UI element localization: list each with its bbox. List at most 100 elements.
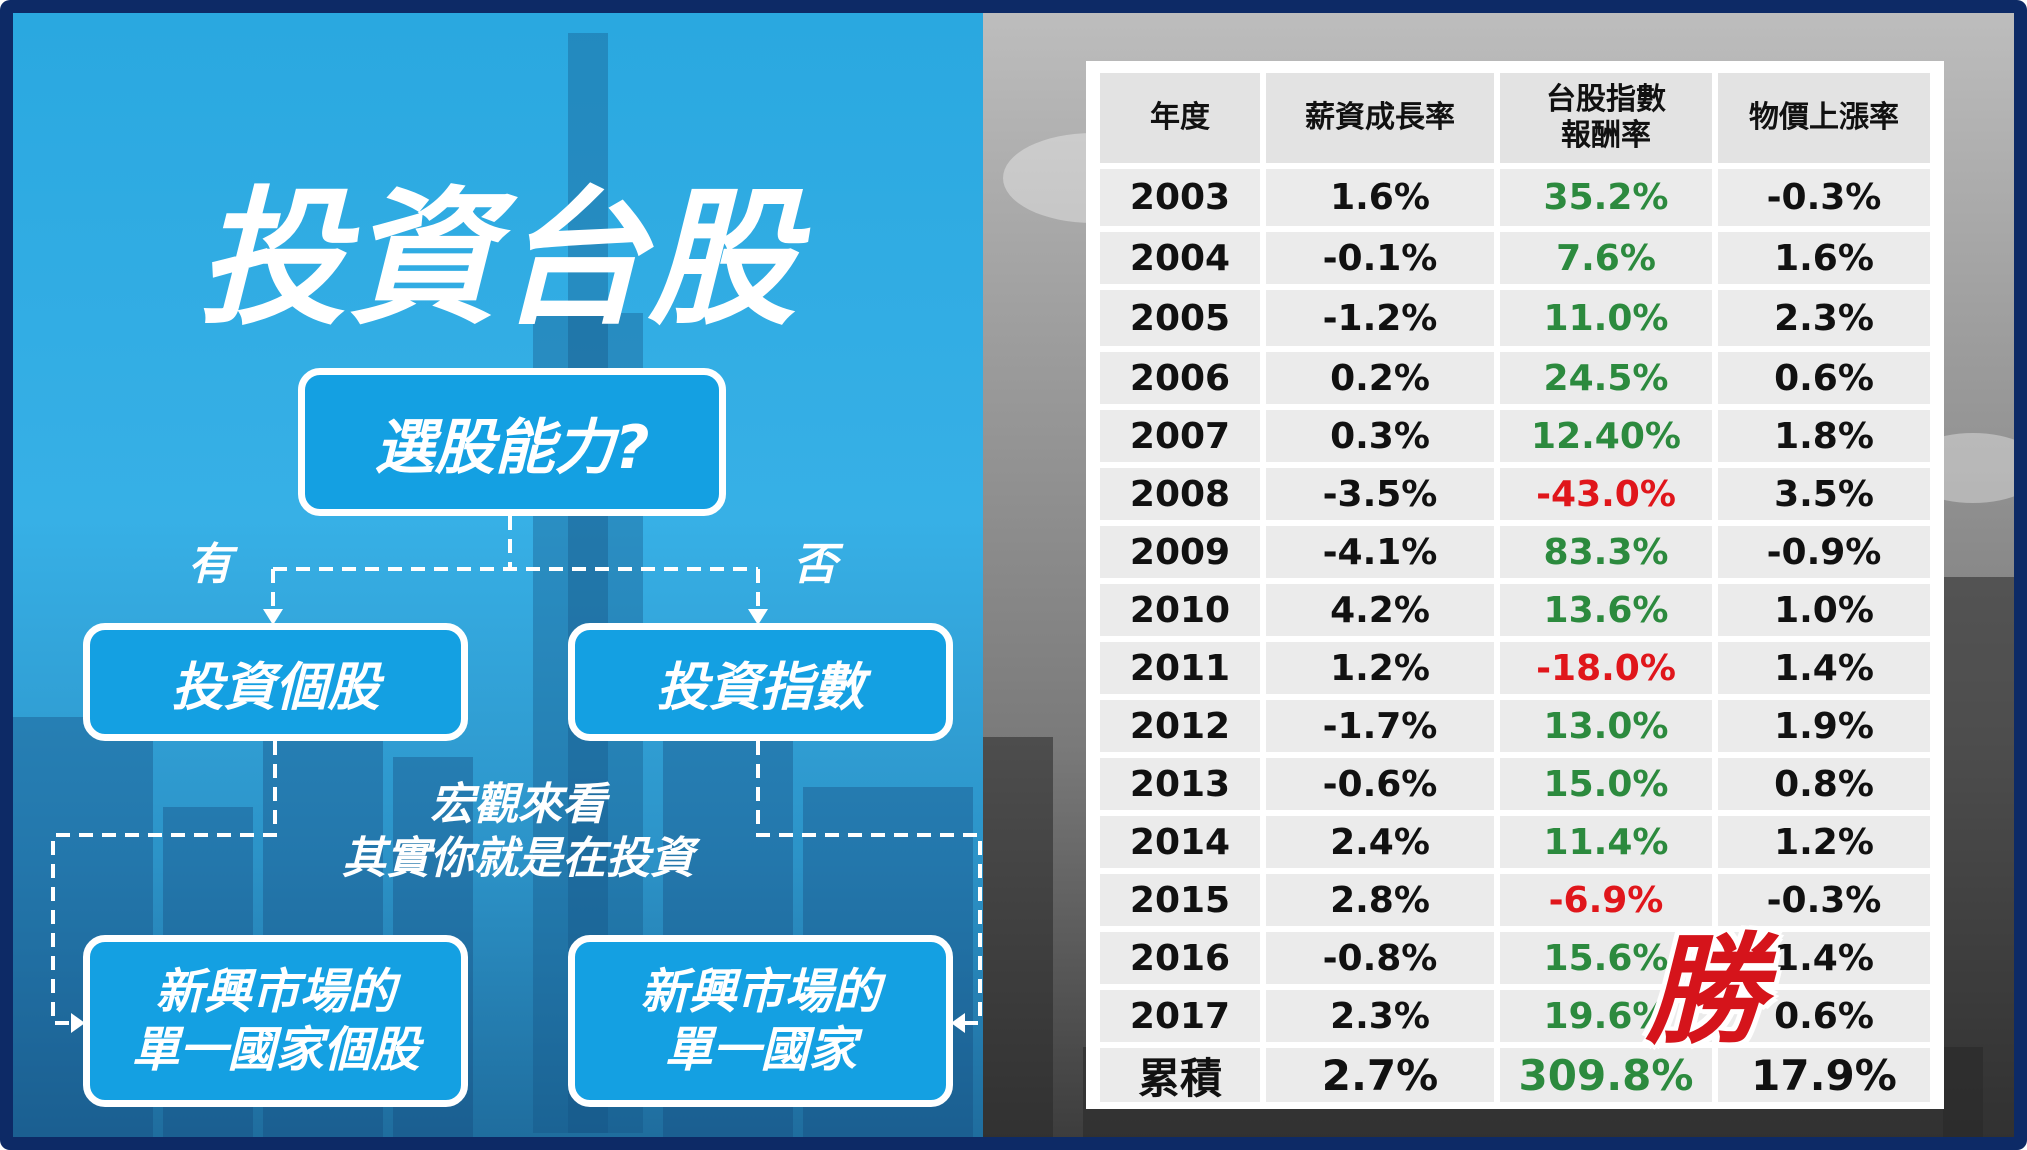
- wage-cell: -0.8%: [1263, 929, 1497, 987]
- table-row: 2007 0.3% 12.40% 1.8%: [1097, 407, 1933, 465]
- table-row: 2017 2.3% 19.6% 0.6%: [1097, 987, 1933, 1045]
- wage-cell: 2.3%: [1263, 987, 1497, 1045]
- cpi-cell: -0.3%: [1715, 871, 1933, 929]
- index-return-cell: -18.0%: [1497, 639, 1715, 697]
- question-box: 選股能力?: [298, 368, 726, 516]
- year-cell: 2017: [1097, 987, 1263, 1045]
- index-return-cell: 11.0%: [1497, 287, 1715, 349]
- total-wage-cell: 2.7%: [1263, 1045, 1497, 1105]
- table-row: 2010 4.2% 13.6% 1.0%: [1097, 581, 1933, 639]
- table-row: 2003 1.6% 35.2% -0.3%: [1097, 166, 1933, 229]
- index-return-cell: -6.9%: [1497, 871, 1715, 929]
- individual-stock-text: 投資個股: [171, 657, 380, 718]
- wage-cell: -4.1%: [1263, 523, 1497, 581]
- header-wage: 薪資成長率: [1263, 70, 1497, 166]
- table-row: 2006 0.2% 24.5% 0.6%: [1097, 349, 1933, 407]
- wage-cell: 4.2%: [1263, 581, 1497, 639]
- header-index: 台股指數 報酬率: [1497, 70, 1715, 166]
- index-fund-box: 投資指數: [568, 623, 953, 741]
- cpi-cell: -0.9%: [1715, 523, 1933, 581]
- wage-cell: 0.2%: [1263, 349, 1497, 407]
- table-row: 2011 1.2% -18.0% 1.4%: [1097, 639, 1933, 697]
- index-return-cell: 13.6%: [1497, 581, 1715, 639]
- result-right-line1: 新興市場的: [640, 964, 881, 1020]
- index-return-cell: 11.4%: [1497, 813, 1715, 871]
- year-cell: 2011: [1097, 639, 1263, 697]
- index-return-cell: -43.0%: [1497, 465, 1715, 523]
- header-cpi: 物價上漲率: [1715, 70, 1933, 166]
- flow-connectors: [51, 516, 982, 1033]
- macro-note-line1: 宏觀來看: [430, 779, 606, 830]
- left-panel: 投資台股 選股能力? 有 否 投資個股 投資指數 宏觀來看 其實你就是在投資 新…: [13, 13, 983, 1137]
- wage-cell: 1.2%: [1263, 639, 1497, 697]
- year-cell: 2016: [1097, 929, 1263, 987]
- comparison-table: 年度 薪資成長率 台股指數 報酬率 物價上漲率 2003 1.6% 35.2% -0.3…: [1097, 70, 1933, 1105]
- index-return-cell: 7.6%: [1497, 229, 1715, 287]
- table-header-row: 年度 薪資成長率 台股指數 報酬率 物價上漲率: [1097, 70, 1933, 166]
- index-return-cell: 83.3%: [1497, 523, 1715, 581]
- table-row: 2014 2.4% 11.4% 1.2%: [1097, 813, 1933, 871]
- total-index-cell: 309.8%: [1497, 1045, 1715, 1105]
- building: [983, 737, 1053, 1137]
- result-right-box: 新興市場的 單一國家: [568, 935, 953, 1107]
- cpi-cell: 0.6%: [1715, 987, 1933, 1045]
- index-fund-text: 投資指數: [656, 657, 865, 718]
- table-row: 2012 -1.7% 13.0% 1.9%: [1097, 697, 1933, 755]
- arrow-down-icon: [263, 609, 283, 625]
- no-label: 否: [793, 539, 837, 590]
- year-cell: 2012: [1097, 697, 1263, 755]
- arrow-down-icon: [748, 609, 768, 625]
- year-cell: 2010: [1097, 581, 1263, 639]
- win-stamp: 勝: [1645, 922, 1765, 1061]
- table-total-row: 累積 2.7% 309.8% 17.9%: [1097, 1045, 1933, 1105]
- wage-cell: 2.4%: [1263, 813, 1497, 871]
- connector-left: [51, 741, 277, 1025]
- year-cell: 2008: [1097, 465, 1263, 523]
- result-left-line1: 新興市場的: [155, 964, 396, 1020]
- header-index-line1: 台股指數: [1546, 82, 1666, 117]
- index-return-cell: 35.2%: [1497, 166, 1715, 229]
- year-cell: 2014: [1097, 813, 1263, 871]
- cpi-cell: 1.4%: [1715, 929, 1933, 987]
- result-right-line2: 單一國家: [664, 1022, 857, 1078]
- cpi-cell: 1.2%: [1715, 813, 1933, 871]
- total-cpi-cell: 17.9%: [1715, 1045, 1933, 1105]
- year-cell: 2003: [1097, 166, 1263, 229]
- cpi-cell: 3.5%: [1715, 465, 1933, 523]
- year-cell: 2004: [1097, 229, 1263, 287]
- table-row: 2004 -0.1% 7.6% 1.6%: [1097, 229, 1933, 287]
- connector-question: [271, 516, 760, 613]
- cpi-cell: 1.6%: [1715, 229, 1933, 287]
- index-return-cell: 12.40%: [1497, 407, 1715, 465]
- table-row: 2005 -1.2% 11.0% 2.3%: [1097, 287, 1933, 349]
- wage-cell: -3.5%: [1263, 465, 1497, 523]
- arrow-left-icon: [951, 1013, 965, 1033]
- wage-cell: 1.6%: [1263, 166, 1497, 229]
- main-title: 投資台股: [198, 173, 798, 345]
- result-left-line2: 單一國家個股: [131, 1022, 420, 1078]
- cpi-cell: 0.8%: [1715, 755, 1933, 813]
- year-cell: 2013: [1097, 755, 1263, 813]
- cpi-cell: 1.0%: [1715, 581, 1933, 639]
- index-return-cell: 19.6%: [1497, 987, 1715, 1045]
- wage-cell: 2.8%: [1263, 871, 1497, 929]
- table-row: 2009 -4.1% 83.3% -0.9%: [1097, 523, 1933, 581]
- connector-right: [756, 741, 982, 1025]
- table-row: 2015 2.8% -6.9% -0.3%: [1097, 871, 1933, 929]
- cpi-cell: 1.4%: [1715, 639, 1933, 697]
- cpi-cell: 2.3%: [1715, 287, 1933, 349]
- table-row: 2016 -0.8% 15.6% 1.4%: [1097, 929, 1933, 987]
- building: [1943, 577, 2014, 1137]
- cpi-cell: -0.3%: [1715, 166, 1933, 229]
- macro-note: 宏觀來看 其實你就是在投資: [293, 778, 743, 886]
- cpi-cell: 0.6%: [1715, 349, 1933, 407]
- table-row: 2013 -0.6% 15.0% 0.8%: [1097, 755, 1933, 813]
- year-cell: 2007: [1097, 407, 1263, 465]
- index-return-cell: 13.0%: [1497, 697, 1715, 755]
- individual-stock-box: 投資個股: [83, 623, 468, 741]
- header-year: 年度: [1097, 70, 1263, 166]
- yes-label: 有: [188, 539, 232, 590]
- year-cell: 2009: [1097, 523, 1263, 581]
- wage-cell: -0.6%: [1263, 755, 1497, 813]
